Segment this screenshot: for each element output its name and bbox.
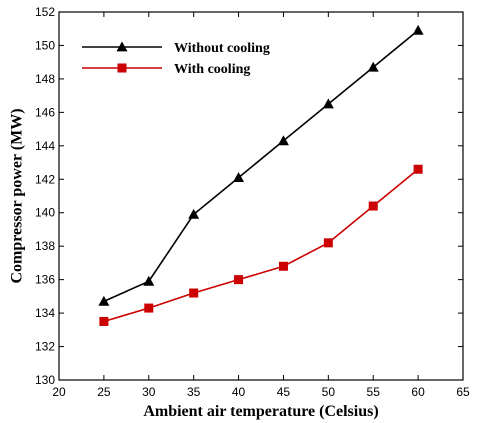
x-tick-label: 30 [142, 385, 156, 399]
y-tick-label: 150 [35, 38, 55, 52]
data-point [99, 316, 109, 326]
legend-label: Without cooling [174, 41, 270, 56]
y-tick-label: 152 [35, 5, 55, 19]
data-point [367, 61, 379, 72]
x-tick-label: 40 [232, 385, 246, 399]
data-point [322, 98, 334, 109]
series-line [103, 168, 419, 323]
data-point [277, 135, 289, 146]
axis-ticks: 20 25 30 35 40 45 50 55 60 65 130 132 134 136 138 140 14… [35, 5, 470, 399]
y-tick-label: 134 [35, 306, 55, 320]
x-tick-label: 50 [322, 385, 336, 399]
y-tick-label: 142 [35, 172, 55, 186]
data-point [144, 303, 154, 313]
legend-item: Without cooling [82, 41, 270, 56]
legend-marker [116, 41, 128, 52]
y-tick-label: 144 [35, 139, 55, 153]
series-1 [98, 24, 424, 306]
y-axis-title: Compressor power (MW) [9, 108, 26, 283]
data-point [323, 238, 333, 248]
data-point [278, 261, 288, 271]
data-point [188, 208, 200, 219]
series-line [103, 29, 419, 303]
plot-area [58, 11, 464, 381]
x-tick-label: 55 [367, 385, 381, 399]
x-axis-title: Ambient air temperature (Celsius) [143, 403, 378, 420]
data-point [368, 201, 378, 211]
data-point [189, 288, 199, 298]
legend-label: With cooling [174, 62, 250, 77]
y-tick-label: 130 [35, 373, 55, 387]
legend: Without cooling With cooling [82, 41, 270, 77]
data-point [234, 275, 244, 285]
x-tick-label: 35 [187, 385, 201, 399]
y-tick-label: 132 [35, 340, 55, 354]
y-tick-label: 148 [35, 72, 55, 86]
x-tick-label: 45 [277, 385, 291, 399]
series-2 [99, 164, 423, 326]
y-tick-label: 146 [35, 105, 55, 119]
plot-frame [58, 11, 464, 381]
data-point [233, 172, 245, 182]
y-tick-label: 138 [35, 239, 55, 253]
y-tick-label: 140 [35, 206, 55, 220]
x-tick-label: 20 [52, 385, 66, 399]
x-tick-label: 25 [97, 385, 111, 399]
series [98, 24, 424, 326]
legend-marker [117, 63, 127, 73]
x-tick-label: 60 [411, 385, 425, 399]
legend-item: With cooling [82, 62, 250, 77]
data-point [143, 275, 155, 286]
data-point [98, 295, 110, 306]
data-point [412, 24, 424, 35]
x-tick-label: 65 [456, 385, 470, 399]
y-tick-label: 136 [35, 273, 55, 287]
data-point [413, 164, 423, 174]
